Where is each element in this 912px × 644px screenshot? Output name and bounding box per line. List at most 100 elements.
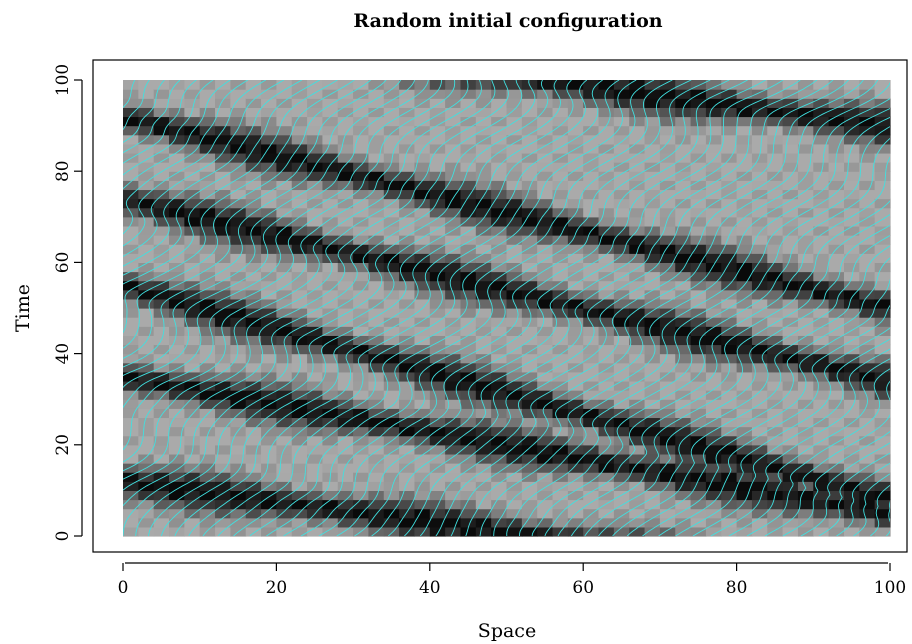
- heatmap-cell: [215, 444, 231, 455]
- trajectory-line: [123, 80, 442, 409]
- heatmap-cell: [169, 499, 185, 510]
- heatmap-cell: [399, 280, 416, 291]
- heatmap-cell: [659, 171, 676, 181]
- heatmap-cell: [537, 353, 554, 364]
- heatmap-cell: [322, 463, 339, 473]
- heatmap-cell: [414, 216, 431, 227]
- heatmap-cell: [659, 189, 676, 200]
- heatmap-cell: [843, 481, 860, 491]
- heatmap-cell: [797, 152, 814, 163]
- heatmap-cell: [629, 453, 646, 464]
- heatmap-cell: [583, 435, 600, 446]
- heatmap-cell: [782, 490, 799, 501]
- heatmap-cell: [659, 490, 676, 501]
- heatmap-cell: [675, 244, 692, 254]
- heatmap-cell: [613, 253, 630, 263]
- heatmap-cell: [567, 253, 584, 263]
- heatmap-cell: [644, 143, 661, 154]
- heatmap-cell: [583, 98, 600, 108]
- heatmap-cell: [445, 444, 462, 455]
- heatmap-cell: [383, 444, 400, 455]
- heatmap-cell: [782, 298, 799, 309]
- heatmap-cell: [521, 362, 538, 373]
- heatmap-cell: [230, 417, 247, 428]
- heatmap-cell: [598, 481, 615, 491]
- heatmap-cell: [322, 353, 339, 364]
- heatmap-cell: [675, 344, 692, 355]
- heatmap-cell: [307, 289, 324, 300]
- heatmap-cell: [767, 134, 784, 145]
- heatmap-cell: [521, 490, 538, 501]
- heatmap-cell: [445, 362, 462, 373]
- heatmap-cell: [521, 198, 538, 209]
- heatmap-cell: [767, 399, 784, 409]
- heatmap-cell: [276, 472, 293, 482]
- heatmap-cell: [705, 463, 722, 473]
- heatmap-cell: [567, 198, 584, 209]
- heatmap-cell: [736, 125, 753, 136]
- heatmap-cell: [721, 481, 738, 491]
- heatmap-cell: [675, 80, 692, 90]
- heatmap-cell: [383, 262, 400, 273]
- heatmap-cell: [475, 171, 492, 181]
- heatmap-cell: [874, 152, 891, 163]
- heatmap-cell: [353, 308, 370, 318]
- heatmap-cell: [705, 162, 722, 172]
- heatmap-cell: [675, 262, 692, 273]
- heatmap-cell: [123, 380, 139, 391]
- heatmap-cell: [276, 152, 293, 163]
- heatmap-cell: [598, 472, 615, 482]
- heatmap-cell: [307, 335, 324, 346]
- heatmap-cell: [567, 308, 584, 318]
- heatmap-cell: [291, 417, 308, 428]
- heatmap-cell: [368, 152, 385, 163]
- heatmap-cell: [797, 335, 814, 346]
- heatmap-cell: [521, 472, 538, 482]
- heatmap-cell: [598, 508, 615, 519]
- heatmap-cell: [721, 463, 738, 473]
- heatmap-cell: [736, 499, 753, 510]
- heatmap-cell: [859, 453, 876, 464]
- heatmap-cell: [245, 289, 262, 300]
- heatmap-cell: [261, 308, 277, 318]
- heatmap-cell: [583, 399, 600, 409]
- heatmap-cell: [491, 308, 508, 318]
- heatmap-cell: [261, 171, 277, 181]
- heatmap-cell: [828, 125, 845, 136]
- heatmap-cell: [751, 289, 768, 300]
- y-tick-label: 0: [53, 531, 73, 542]
- heatmap-cell: [184, 390, 201, 400]
- heatmap-cell: [552, 298, 569, 309]
- heatmap-cell: [567, 216, 584, 227]
- heatmap-cell: [429, 152, 446, 163]
- heatmap-cell: [659, 417, 676, 428]
- heatmap-cell: [215, 490, 231, 501]
- heatmap-cell: [675, 198, 692, 209]
- heatmap-cell: [276, 517, 293, 528]
- heatmap-cell: [184, 526, 201, 537]
- heatmap-cell: [245, 408, 262, 419]
- heatmap-cell: [215, 335, 231, 346]
- heatmap-cell: [475, 317, 492, 327]
- heatmap-cell: [445, 80, 462, 90]
- heatmap-cell: [383, 335, 400, 346]
- heatmap-cell: [199, 134, 216, 145]
- heatmap-cell: [552, 417, 569, 428]
- heatmap-cell: [537, 380, 554, 391]
- heatmap-cell: [245, 444, 262, 455]
- heatmap-cell: [475, 116, 492, 127]
- heatmap-cell: [230, 98, 247, 108]
- heatmap-cell: [138, 417, 155, 428]
- heatmap-cell: [368, 271, 385, 282]
- heatmap-cell: [751, 362, 768, 373]
- heatmap-cell: [843, 89, 860, 99]
- heatmap-cell: [460, 481, 477, 491]
- heatmap-cell: [199, 508, 216, 519]
- heatmap-cell: [843, 80, 860, 90]
- heatmap-cell: [383, 499, 400, 510]
- heatmap-cell: [537, 107, 554, 118]
- heatmap-cell: [230, 198, 247, 209]
- heatmap-cell: [874, 89, 891, 99]
- trajectory-line: [371, 80, 801, 536]
- heatmap-cell: [629, 463, 646, 473]
